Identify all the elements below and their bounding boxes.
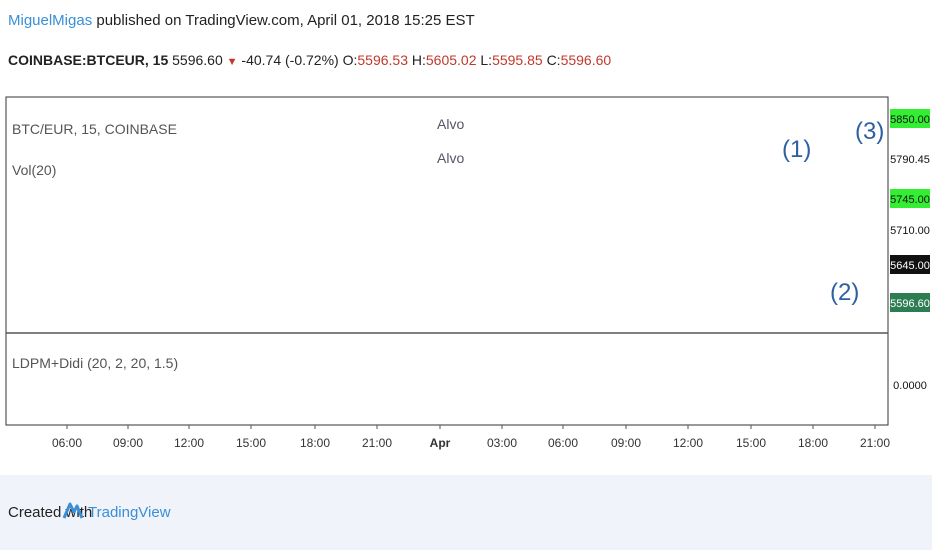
price-label-bg [890, 255, 930, 274]
x-tick-label: 06:00 [52, 436, 82, 450]
zero-label-bg [890, 375, 930, 394]
price-axis-label: 5596.60 [890, 298, 930, 310]
indicator-zero-value: 0.0000 [893, 380, 927, 392]
x-tick-label: 21:00 [860, 436, 890, 450]
price-axis-label: 5645.00 [890, 260, 930, 272]
chart-annotation: (3) [855, 118, 884, 145]
legend-volume: Vol(20) [12, 162, 56, 178]
tradingview-link[interactable]: TradingView [88, 504, 171, 521]
low-value: 5595.85 [492, 52, 543, 68]
chart-annotation: Alvo [437, 150, 464, 166]
price-axis-label: 5850.00 [890, 114, 930, 126]
legend-symbol: BTC/EUR, 15, COINBASE [12, 121, 177, 137]
author-link[interactable]: MiguelMigas [8, 12, 93, 29]
x-tick-label: 15:00 [736, 436, 766, 450]
close-label: C: [546, 52, 561, 68]
down-arrow-icon: ▼ [226, 56, 238, 68]
x-tick-label: 06:00 [548, 436, 578, 450]
low-label: L: [480, 52, 493, 68]
chart-area[interactable]: 5850.00 5790.45 5745.00 5710.00 5645.00 5596.… [0, 95, 932, 475]
price-axis-label: 5710.00 [890, 225, 930, 237]
high-label: H: [411, 52, 426, 68]
chart-annotation: (1) [782, 136, 811, 163]
axes [5, 96, 930, 429]
close-value: 5596.60 [560, 52, 612, 68]
chart-header: MiguelMigas published on TradingView.com… [0, 0, 932, 95]
price-label-bg [890, 109, 930, 128]
high-value: 5605.02 [425, 52, 477, 68]
x-tick-label: 09:00 [611, 436, 641, 450]
symbol-name: COINBASE:BTCEUR, 15 [8, 52, 169, 68]
price-change: -40.74 (-0.72%) [241, 52, 339, 68]
x-tick-label: 03:00 [487, 436, 517, 450]
legend-indicator: LDPM+Didi (20, 2, 20, 1.5) [12, 355, 178, 371]
price-label-bg [890, 189, 930, 208]
x-tick-label: 18:00 [300, 436, 330, 450]
symbol-line: COINBASE:BTCEUR, 15 5596.60 ▼ -40.74 (-0… [8, 52, 611, 68]
open-label: O: [342, 52, 358, 68]
x-tick-label: 12:00 [673, 436, 703, 450]
x-tick-label: 12:00 [174, 436, 204, 450]
chart-annotation: Alvo [437, 116, 464, 132]
x-tick-label: 18:00 [798, 436, 828, 450]
published-text: published on TradingView.com, April 01, … [96, 12, 475, 29]
chart-annotation: (2) [830, 279, 859, 306]
price-axis-label: 5790.45 [890, 154, 930, 166]
publish-info: MiguelMigas published on TradingView.com… [8, 12, 475, 29]
plot-frame [5, 96, 889, 426]
tradingview-logo-icon[interactable] [62, 498, 84, 522]
price-label-bg [890, 149, 930, 168]
last-price: 5596.60 [172, 52, 223, 68]
chart-text: 5850.00 5790.45 5745.00 5710.00 5645.00 5596.… [12, 114, 930, 450]
x-tick-label: 21:00 [362, 436, 392, 450]
x-tick-label: Apr [430, 436, 451, 450]
x-tick-label: 15:00 [236, 436, 266, 450]
x-tick-label: 09:00 [113, 436, 143, 450]
price-chart[interactable]: 5850.00 5790.45 5745.00 5710.00 5645.00 5596.… [0, 95, 932, 475]
price-label-bg [890, 220, 930, 239]
price-label-bg [890, 293, 930, 312]
footer: Created with TradingView [0, 476, 932, 550]
open-value: 5596.53 [357, 52, 408, 68]
price-axis-label: 5745.00 [890, 194, 930, 206]
